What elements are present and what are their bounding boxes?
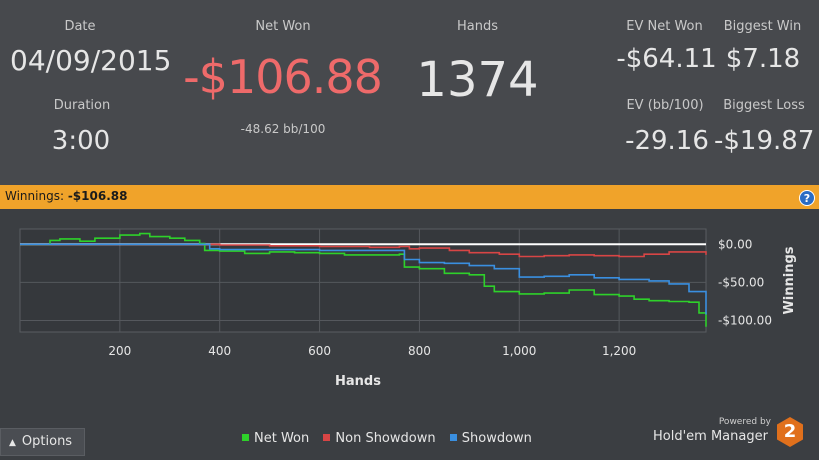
y-tick-label: $0.00 <box>718 237 752 251</box>
net-won-label: Net Won <box>255 19 311 34</box>
winnings-chart-area: 200 400 600 800 1,000 1,200 $0.00 -$50.00 -$100.… <box>0 209 819 460</box>
duration-value: 3:00 <box>51 126 111 156</box>
legend-swatch <box>323 434 331 441</box>
session-summary-panel: Date 04/09/2015 Duration 3:00 Net Won -$… <box>0 0 819 185</box>
winnings-value: -$106.88 <box>67 189 128 203</box>
chart-legend: Net Won Non Showdown Showdown <box>242 431 542 446</box>
x-tick-label: 200 <box>108 344 131 358</box>
x-axis-label: Hands <box>335 374 381 389</box>
winnings-label: Winnings: <box>5 189 64 203</box>
legend-swatch <box>242 434 249 441</box>
series-line-net-won <box>20 232 707 327</box>
legend-label: Net Won <box>254 431 310 446</box>
y-tick-label: -$100.00 <box>718 314 772 328</box>
help-icon[interactable]: ? <box>799 190 815 206</box>
legend-swatch <box>449 434 457 441</box>
chevron-up-icon: ▲ <box>9 438 16 448</box>
x-tick-label: 1,200 <box>602 344 636 358</box>
x-tick-label: 400 <box>208 344 231 358</box>
legend-item-showdown[interactable]: Showdown <box>449 431 532 446</box>
y-tick-label: -$50.00 <box>718 275 764 289</box>
legend-label: Non Showdown <box>335 431 436 446</box>
series-line-showdown <box>20 243 707 315</box>
brand-name: Hold'em Manager <box>653 429 768 444</box>
x-tick-label: 600 <box>308 344 331 358</box>
ev-net-won-label: EV Net Won <box>626 19 703 34</box>
legend-item-non-showdown[interactable]: Non Showdown <box>323 431 436 446</box>
powered-by-text: Powered by <box>718 417 771 427</box>
date-value: 04/09/2015 <box>10 44 172 77</box>
legend-label: Showdown <box>461 431 532 446</box>
legend-item-net-won[interactable]: Net Won <box>242 431 309 446</box>
ev-bb-label: EV (bb/100) <box>626 98 704 113</box>
ev-net-won-value: -$64.11 <box>616 44 717 74</box>
series-line-non-showdown <box>20 243 707 258</box>
x-tick-label: 800 <box>408 344 431 358</box>
y-axis-label: Winnings <box>782 246 797 314</box>
duration-label: Duration <box>53 98 111 113</box>
options-button[interactable]: ▲ Options <box>0 428 85 456</box>
x-tick-label: 1,000 <box>502 344 536 358</box>
hands-label: Hands <box>456 19 498 34</box>
biggest-win-label: Biggest Win <box>723 19 802 34</box>
biggest-win-value: $7.18 <box>725 44 801 74</box>
net-won-value: -$106.88 <box>183 50 383 104</box>
bb-per-100-value: -48.62 bb/100 <box>240 122 326 136</box>
ev-bb-value: -29.16 <box>625 126 709 156</box>
options-label: Options <box>21 434 73 449</box>
winnings-header-bar: Winnings: -$106.88 <box>0 185 819 209</box>
hands-value: 1374 <box>416 52 539 108</box>
biggest-loss-value: -$19.87 <box>714 126 815 156</box>
date-label: Date <box>64 19 96 34</box>
winnings-header: Winnings: -$106.88 <box>5 189 127 203</box>
biggest-loss-label: Biggest Loss <box>723 98 805 113</box>
winnings-chart: 200 400 600 800 1,000 1,200 $0.00 -$50.00 -$100.… <box>19 228 797 389</box>
